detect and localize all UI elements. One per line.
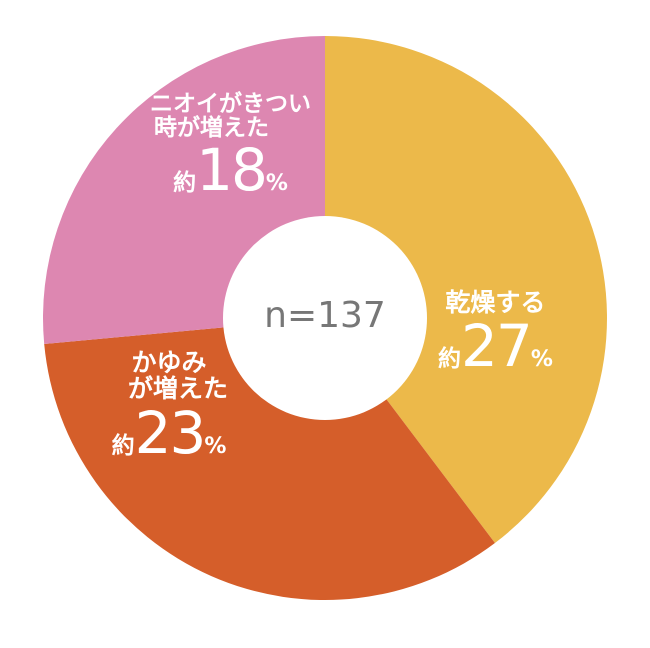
slice-label-itch: かゆみ が増えた 約23% xyxy=(110,348,229,464)
label-itch-value: 23 xyxy=(134,398,207,467)
slice-dry xyxy=(325,36,607,544)
center-hole xyxy=(223,216,427,420)
label-dry-value: 27 xyxy=(461,312,533,381)
slice-itch xyxy=(44,318,495,600)
sample-size-label: n=137 xyxy=(264,295,386,336)
label-itch-unit: % xyxy=(204,433,227,459)
label-odor-approx: 約 xyxy=(173,170,197,197)
slice-label-dry: 乾燥する 約27% xyxy=(438,288,553,377)
label-itch-percentage: 約23% xyxy=(110,402,228,464)
slice-label-odor: ニオイがきつい 時が増えた 約18% xyxy=(150,92,311,201)
label-odor-unit: % xyxy=(265,171,288,197)
label-odor-line1: ニオイがきつい xyxy=(150,91,311,117)
label-itch-line1: かゆみ xyxy=(131,348,207,377)
label-itch-approx: 約 xyxy=(111,432,135,459)
label-odor-percentage: 約18% xyxy=(150,140,311,201)
label-itch-line2: が増えた xyxy=(128,374,229,404)
label-dry-approx: 約 xyxy=(438,346,461,373)
label-odor-line2: 時が増えた xyxy=(154,115,269,142)
label-dry-category: 乾燥する xyxy=(445,288,546,317)
label-odor-value: 18 xyxy=(196,136,268,205)
label-dry-unit: % xyxy=(530,347,553,373)
label-dry-percentage: 約27% xyxy=(438,316,553,377)
